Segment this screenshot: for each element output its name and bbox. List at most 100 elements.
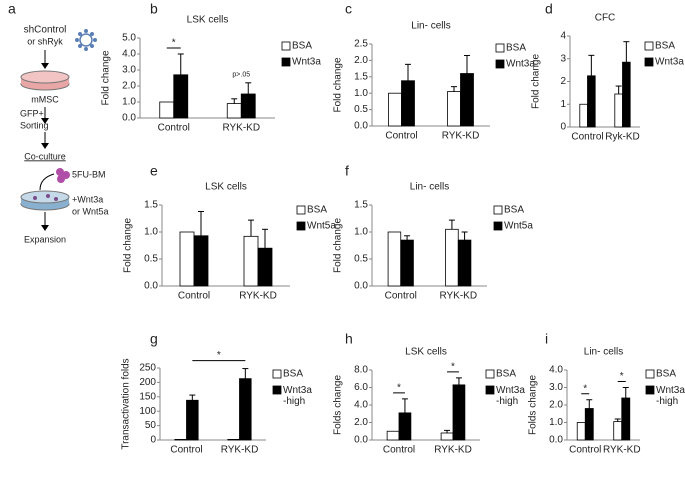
chart: d CFC Fold change 0 1 2 3 4 Control Ryk-KD BSA Wnt3… [531,1,685,143]
bar [457,239,472,287]
y-tick-label: 3.0 [549,382,563,393]
y-tick-label: 0.0 [549,435,563,446]
dish [20,70,70,91]
chart-title: CFC [595,13,616,24]
y-tick-label: 0.5 [354,104,368,115]
bar [386,430,400,441]
step-text: 5FU-BM [72,169,106,179]
x-tick-label: Control [569,445,601,456]
x-tick-label: RYK-KD [603,445,641,456]
x-tick-label: Control [170,445,202,456]
bar [179,231,195,287]
bar [440,432,454,441]
y-tick-label: 0.0 [144,281,158,292]
y-tick-label: 0.5 [144,254,158,265]
y-tick-label: 1.5 [354,200,368,211]
step-text: GFP+ [20,108,44,118]
step-text: shControl [24,25,67,36]
bar [621,397,631,441]
legend-swatch [644,41,654,51]
bar [584,408,594,441]
legend-label: BSA [655,41,675,52]
y-tick-label: 0.0 [122,113,136,124]
error-bar [622,387,629,398]
legend-label: BSA [504,205,524,216]
y-tick-label: 0.5 [354,254,368,265]
bar [243,235,259,287]
y-tick-label: 1.0 [354,88,368,99]
error-bar [404,63,411,81]
arrow-head [41,63,49,69]
y-tick-label: 0.0 [354,121,368,132]
y-tick-label: 0 [150,435,156,446]
chart: c Lin- cells Fold change 0.0 0.5 1.0 1.5 2.0 2.5… [333,1,536,142]
x-tick-label: RYK-KD [442,131,480,142]
bar [614,93,623,128]
annotation: * [397,383,401,394]
x-tick-label: RYK-KD [434,445,472,456]
bar [460,73,474,127]
chart: g Transactivation folds 0 50 100 150 200 250 Con… [121,331,313,456]
legend-label: Wnt3a [292,57,321,68]
chart: i Lin- cells Folds change 0.0 1.0 2.0 3.0 4.0 Co… [528,331,685,456]
y-tick-label: 2 [560,76,566,87]
panel-letter: g [150,331,158,347]
y-tick-label: 1 [560,99,566,110]
error-bar [451,86,458,92]
legend-swatch [281,41,291,51]
y-tick-label: 50 [145,420,157,431]
x-tick-label: Control [385,131,417,142]
step-text: Sorting [20,120,49,130]
bar [622,61,631,128]
step-text: Co-culture [24,151,66,161]
arrow-head [41,118,49,124]
virus-icon [75,29,97,51]
legend-label: BSA [307,205,327,216]
bar [447,91,461,127]
y-tick-label: 4.0 [549,365,563,376]
arrow-head [41,225,49,231]
y-tick-label: 4.0 [122,49,136,60]
y-axis-label: Fold change [531,54,542,109]
panel-letter: i [545,331,548,347]
bar [445,228,459,287]
bar [388,92,402,127]
legend-swatch [296,221,306,231]
x-tick-label: Control [158,123,190,134]
bar [579,103,588,128]
panel-a: a shControl or shRyk mMSC GFP+ Sorting C… [8,1,109,245]
bar [576,422,586,441]
chart: b LSK cells Fold change 0.0 1.0 2.0 3.0 4.0 5.0 C… [101,1,322,134]
bar [173,74,189,119]
y-tick-label: 0.0 [354,435,368,446]
bar [613,421,623,441]
x-tick-label: RYK-KD [239,291,277,302]
y-tick-label: 1.5 [354,71,368,82]
error-bar [401,398,408,413]
y-axis-label: Fold change [333,57,344,112]
y-axis-label: Fold change [101,50,112,105]
bar [400,239,414,287]
panel-letter: h [345,331,353,347]
legend-swatch [272,369,282,379]
bar [186,399,199,441]
y-tick-label: 3.0 [122,65,136,76]
panel-letter: f [345,163,349,179]
y-tick-label: 2.0 [122,81,136,92]
y-tick-label: 1.5 [144,200,158,211]
legend-label: Wnt3a [506,59,535,70]
y-tick-label: 0.0 [354,281,368,292]
y-axis-label: Fold change [123,218,134,273]
legend-swatch [645,385,655,395]
bar [587,75,596,128]
arrow [39,173,55,191]
legend-swatch [493,221,503,231]
error-bar [444,429,451,433]
legend-label: Wnt3a -high [496,385,525,407]
y-tick-label: 6.0 [354,382,368,393]
bar [398,412,412,441]
panel-letter: b [150,1,158,17]
legend-swatch [644,57,654,67]
arrow-head [41,143,49,149]
